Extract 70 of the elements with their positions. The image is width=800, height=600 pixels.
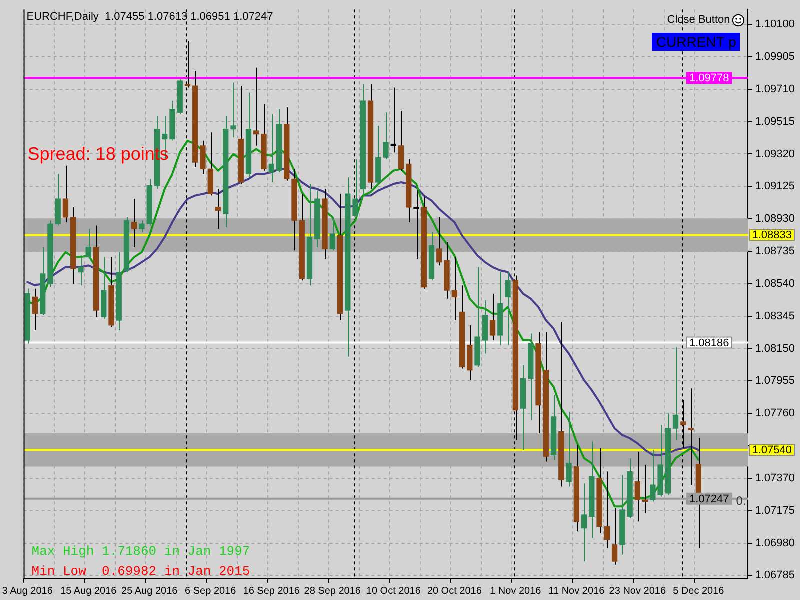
x-tick-label: 16 Sep 2016	[243, 586, 300, 597]
x-tick-label: 23 Nov 2016	[609, 586, 666, 597]
annotation: Close Button	[667, 14, 730, 26]
y-tick-label: 1.06980	[755, 537, 796, 550]
y-tick-label: 1.07175	[755, 504, 796, 517]
candlestick	[215, 188, 222, 230]
candlestick	[505, 272, 511, 346]
y-tick-label: 1.07370	[755, 472, 796, 484]
ref-line-label: 1.08833	[752, 230, 792, 242]
candlestick	[200, 140, 206, 175]
y-tick-label: 1.08735	[755, 246, 796, 258]
candlestick	[139, 220, 145, 233]
y-tick-label: 1.08345	[755, 310, 796, 322]
candlestick	[452, 256, 458, 321]
candlestick	[254, 67, 260, 146]
x-tick-label: 11 Nov 2016	[548, 586, 606, 597]
y-tick-label: 1.09710	[755, 83, 796, 96]
y-tick-label: 1.09905	[755, 51, 796, 64]
candlestick	[634, 451, 640, 522]
candlestick	[62, 165, 69, 223]
candlestick	[436, 216, 442, 266]
chart-title: EURCHF,Daily 1.07455 1.07613 1.06951 1.07247	[26, 10, 274, 23]
ref-line-label: 1.08186	[689, 337, 730, 350]
y-tick-label: 1.09125	[755, 180, 796, 193]
ref-line-label: 1.07540	[752, 444, 792, 457]
x-tick-label: 10 Oct 2016	[366, 586, 422, 597]
candlestick	[230, 82, 236, 138]
candlestick	[86, 228, 92, 260]
candlestick	[642, 464, 648, 514]
annotation: Max High 1.71860 in Jan 1997	[32, 544, 250, 559]
ref-line-label: 1.09778	[689, 72, 730, 85]
x-tick-label: 15 Aug 2016	[60, 586, 118, 597]
y-tick-label: 1.08930	[755, 213, 796, 226]
annotation: Min Low 0.69982 in Jan 2015	[32, 564, 250, 579]
y-tick-label: 1.07760	[755, 408, 796, 420]
candlestick	[32, 288, 38, 331]
x-tick-label: 25 Aug 2016	[122, 586, 178, 597]
candlestick	[132, 198, 138, 248]
candlestick	[581, 482, 588, 562]
candlestick	[78, 255, 84, 286]
y-tick-label: 1.08540	[755, 278, 796, 290]
candlestick	[672, 346, 679, 441]
candlestick	[390, 87, 396, 154]
y-tick-label: 1.07955	[755, 375, 796, 388]
y-tick-label: 1.09515	[755, 116, 796, 128]
candlestick	[566, 411, 572, 488]
candlestick	[414, 190, 420, 260]
x-tick-label: 20 Oct 2016	[427, 586, 482, 597]
candlestick	[268, 114, 274, 183]
candlestick	[490, 293, 496, 341]
x-tick-label: 3 Aug 2016	[2, 586, 54, 597]
candlestick	[650, 450, 656, 502]
candlestick	[383, 112, 389, 160]
x-tick-label: 5 Dec 2016	[673, 586, 725, 597]
x-tick-label: 1 Nov 2016	[490, 586, 542, 597]
x-tick-label: 28 Sep 2016	[304, 586, 362, 597]
y-tick-label: 1.08150	[755, 342, 796, 355]
candlestick	[352, 158, 358, 218]
candlestick	[612, 508, 618, 566]
y-tick-label: 1.10100	[755, 18, 796, 31]
candlestick	[398, 110, 404, 172]
candlestick	[604, 471, 610, 549]
ref-line-label: 1.07247	[689, 493, 730, 506]
x-tick-label: 6 Sep 2016	[185, 586, 237, 597]
y-tick-label: 1.09320	[755, 148, 796, 160]
candlestick	[330, 216, 336, 252]
candlestick	[688, 388, 694, 486]
label-box: CURRENT p	[652, 32, 740, 51]
text: 0.	[736, 494, 746, 508]
y-tick-label: 1.06785	[755, 570, 796, 582]
